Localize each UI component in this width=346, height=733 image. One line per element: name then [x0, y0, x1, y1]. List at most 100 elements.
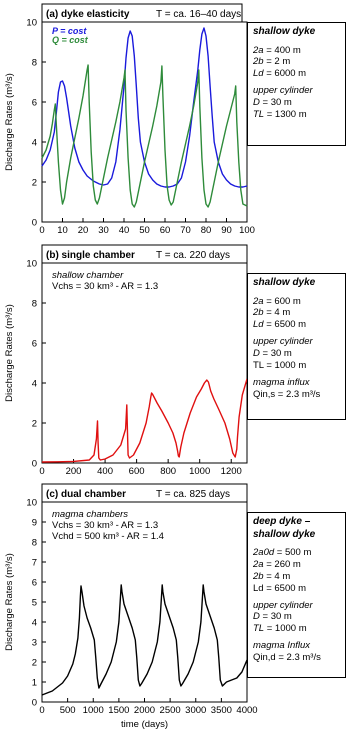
y-tick-label: 7	[32, 558, 37, 569]
chart-title: (b) single chamber	[46, 250, 135, 261]
x-tick-label: 60	[160, 225, 171, 236]
params-subheading: upper cylinder	[253, 599, 313, 611]
x-axis-label: time (days)	[121, 719, 168, 730]
x-tick-label: 4000	[236, 705, 257, 716]
y-tick-label: 9	[32, 518, 37, 529]
inner-annotation: Vchs = 30 km³ - AR = 1.3	[52, 281, 158, 292]
inner-annotation: Vchs = 30 km³ - AR = 1.3	[52, 520, 158, 531]
params-panel-b: shallow dyke 2a = 600 m 2b = 4 m Ld = 65…	[247, 273, 346, 420]
y-tick-label: 8	[32, 299, 37, 310]
x-tick-label: 1000	[83, 705, 104, 716]
y-tick-label: 0	[32, 698, 37, 709]
series-line-s0	[41, 584, 248, 696]
params-subheading: upper cylinder	[253, 85, 313, 97]
param-line: TL = 1000 m	[253, 359, 307, 371]
params-subheading: magma Influx	[253, 640, 311, 652]
x-tick-label: 500	[60, 705, 76, 716]
x-tick-label: 0	[39, 466, 44, 477]
series-line-q	[41, 64, 248, 208]
x-tick-label: 50	[139, 225, 150, 236]
params-subheading: magma influx	[253, 376, 310, 388]
chart-panel-a: (a) dyke elasticity T = ca. 16–40 days 0 2 4…	[4, 3, 255, 236]
x-tick-label: 90	[221, 225, 232, 236]
param-line: 2a0d = 500 m	[253, 547, 312, 558]
param-line: TL = 1000 m	[253, 623, 307, 635]
y-axis-label: Discharge Rates (m³/s)	[4, 553, 15, 651]
param-line: 2b = 4 m	[253, 307, 291, 319]
x-tick-label: 3000	[185, 705, 206, 716]
y-tick-label: 5	[32, 598, 37, 609]
params-panel-a: shallow dyke 2a = 400 m 2b = 2 m Ld = 60…	[247, 22, 346, 146]
param-line: TL = 1300 m	[253, 108, 307, 120]
series-line-p	[41, 27, 248, 188]
x-tick-label: 10	[57, 225, 68, 236]
y-tick-label: 10	[26, 18, 37, 29]
x-tick-label: 0	[39, 225, 44, 236]
y-tick-label: 4	[32, 138, 37, 149]
chart-panel-c: (c) dual chamber T = ca. 825 days 0 1 2 3 4 5 6 7…	[4, 483, 258, 730]
plot-frame	[41, 501, 248, 703]
x-tick-label: 1200	[221, 466, 242, 477]
y-tick-label: 6	[32, 578, 37, 589]
param-line: Qin,d = 2.3 m³/s	[253, 652, 321, 663]
y-tick-label: 6	[32, 339, 37, 350]
title-box	[41, 483, 248, 503]
chart-subtitle: T = ca. 16–40 days	[156, 9, 241, 20]
params-panel-c: deep dyke – shallow dyke 2a0d = 500 m 2a…	[247, 512, 346, 678]
x-tick-label: 400	[97, 466, 113, 477]
params-heading: deep dyke –	[253, 516, 311, 527]
x-tick-label: 30	[98, 225, 109, 236]
x-tick-label: 200	[66, 466, 82, 477]
param-line: 2b = 2 m	[253, 56, 291, 68]
y-tick-label: 0	[32, 459, 37, 470]
y-tick-label: 2	[32, 419, 37, 430]
x-tick-label: 80	[201, 225, 212, 236]
plot-frame	[41, 262, 248, 464]
x-tick-label: 70	[180, 225, 191, 236]
x-tick-label: 100	[239, 225, 255, 236]
x-tick-label: 20	[78, 225, 89, 236]
y-axis-label: Discharge Rates (m³/s)	[4, 73, 15, 171]
y-tick-label: 4	[32, 618, 37, 629]
x-tick-label: 0	[39, 705, 44, 716]
chart-subtitle: T = ca. 220 days	[156, 250, 230, 261]
y-tick-label: 8	[32, 538, 37, 549]
chart-subtitle: T = ca. 825 days	[156, 489, 230, 500]
y-tick-label: 8	[32, 58, 37, 69]
param-line: 2a = 400 m	[253, 44, 301, 56]
legend-entry: Q = cost	[52, 35, 89, 45]
param-line: D = 30 m	[253, 348, 292, 359]
series-line-s0	[41, 378, 248, 463]
param-line: Ld = 6500 m	[253, 582, 307, 594]
params-heading: shallow dyke	[253, 26, 316, 37]
x-tick-label: 2000	[134, 705, 155, 716]
chart-title: (a) dyke elasticity	[46, 9, 130, 20]
chart-panel-b: (b) single chamber T = ca. 220 days 0 2 4 6 8 1…	[4, 244, 248, 477]
x-tick-label: 800	[160, 466, 176, 477]
param-line: D = 30 m	[253, 97, 292, 108]
y-tick-label: 3	[32, 638, 37, 649]
x-tick-label: 600	[129, 466, 145, 477]
param-line: Ld = 6000 m	[253, 68, 307, 80]
x-tick-label: 2500	[160, 705, 181, 716]
y-tick-label: 10	[26, 259, 37, 270]
x-tick-label: 40	[119, 225, 130, 236]
y-tick-label: 4	[32, 379, 37, 390]
inner-annotation: magma chambers	[52, 509, 128, 520]
param-line: 2a = 600 m	[253, 295, 301, 307]
y-tick-label: 2	[32, 178, 37, 189]
plot-frame	[41, 21, 248, 223]
y-axis-label: Discharge Rates (m³/s)	[4, 304, 15, 402]
chart-title: (c) dual chamber	[46, 489, 126, 500]
inner-annotation: Vchd = 500 km³ - AR = 1.4	[52, 531, 164, 542]
param-line: 2b = 4 m	[253, 570, 291, 582]
inner-annotation: shallow chamber	[52, 270, 124, 281]
params-subheading: upper cylinder	[253, 336, 313, 348]
title-box	[41, 3, 243, 23]
y-tick-label: 6	[32, 98, 37, 109]
param-line: D = 30 m	[253, 611, 292, 623]
param-line: Ld = 6500 m	[253, 319, 307, 331]
legend-entry: P = cost	[52, 26, 87, 36]
param-line: 2a = 260 m	[253, 558, 301, 570]
